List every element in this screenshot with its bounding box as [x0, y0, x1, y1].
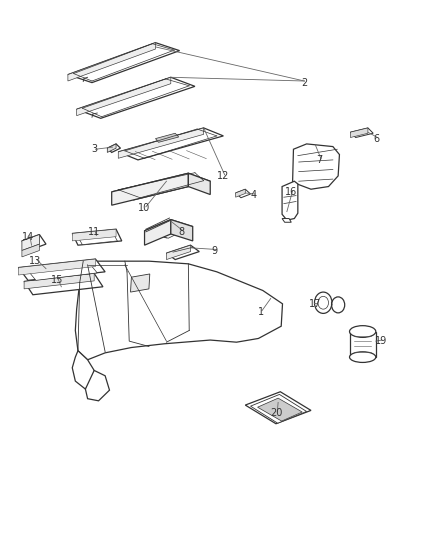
Text: 20: 20	[270, 408, 282, 418]
Polygon shape	[18, 259, 95, 275]
Polygon shape	[145, 220, 171, 245]
Polygon shape	[236, 189, 251, 198]
Text: 13: 13	[29, 256, 41, 266]
Text: 6: 6	[374, 134, 380, 143]
Text: 14: 14	[22, 232, 35, 242]
Polygon shape	[68, 43, 155, 81]
Polygon shape	[131, 274, 150, 292]
Circle shape	[318, 296, 328, 309]
Polygon shape	[293, 144, 339, 189]
Polygon shape	[26, 261, 97, 280]
Polygon shape	[166, 245, 199, 260]
Text: 12: 12	[217, 171, 230, 181]
Polygon shape	[282, 219, 291, 222]
Polygon shape	[118, 128, 223, 160]
Text: 2: 2	[301, 78, 307, 87]
Text: 19: 19	[375, 336, 387, 346]
Circle shape	[314, 292, 332, 313]
Polygon shape	[112, 173, 188, 205]
Polygon shape	[72, 229, 116, 241]
Polygon shape	[251, 394, 307, 423]
Polygon shape	[166, 245, 191, 260]
Polygon shape	[72, 229, 122, 245]
Polygon shape	[85, 370, 110, 401]
Ellipse shape	[350, 326, 376, 337]
Polygon shape	[22, 235, 46, 251]
Polygon shape	[188, 173, 210, 195]
Polygon shape	[24, 273, 94, 289]
Text: 7: 7	[317, 155, 323, 165]
Circle shape	[332, 297, 345, 313]
Polygon shape	[350, 128, 368, 138]
Polygon shape	[245, 392, 311, 424]
Text: 17: 17	[309, 299, 321, 309]
Polygon shape	[350, 332, 376, 357]
Text: 9: 9	[212, 246, 218, 255]
Polygon shape	[112, 173, 210, 200]
Text: 11: 11	[88, 227, 100, 237]
Text: 15: 15	[51, 275, 63, 285]
Ellipse shape	[350, 352, 376, 362]
Polygon shape	[107, 144, 120, 152]
Polygon shape	[72, 351, 94, 389]
Text: 10: 10	[138, 203, 151, 213]
Polygon shape	[282, 181, 298, 220]
Text: 16: 16	[285, 187, 297, 197]
Text: 4: 4	[251, 190, 257, 199]
Polygon shape	[118, 128, 204, 158]
Polygon shape	[75, 261, 283, 360]
Polygon shape	[107, 144, 116, 152]
Polygon shape	[171, 220, 193, 241]
Polygon shape	[145, 220, 193, 238]
Polygon shape	[18, 259, 105, 280]
Polygon shape	[77, 231, 117, 245]
Polygon shape	[22, 235, 39, 251]
Polygon shape	[350, 128, 373, 138]
Polygon shape	[22, 244, 39, 257]
Text: 1: 1	[258, 307, 264, 317]
Polygon shape	[77, 77, 171, 116]
Polygon shape	[68, 43, 180, 83]
Text: 8: 8	[179, 227, 185, 237]
Polygon shape	[236, 189, 245, 197]
Polygon shape	[77, 77, 195, 118]
Text: 3: 3	[91, 144, 97, 154]
Polygon shape	[149, 222, 189, 238]
Polygon shape	[258, 398, 302, 421]
Polygon shape	[155, 133, 179, 142]
Polygon shape	[24, 273, 103, 295]
